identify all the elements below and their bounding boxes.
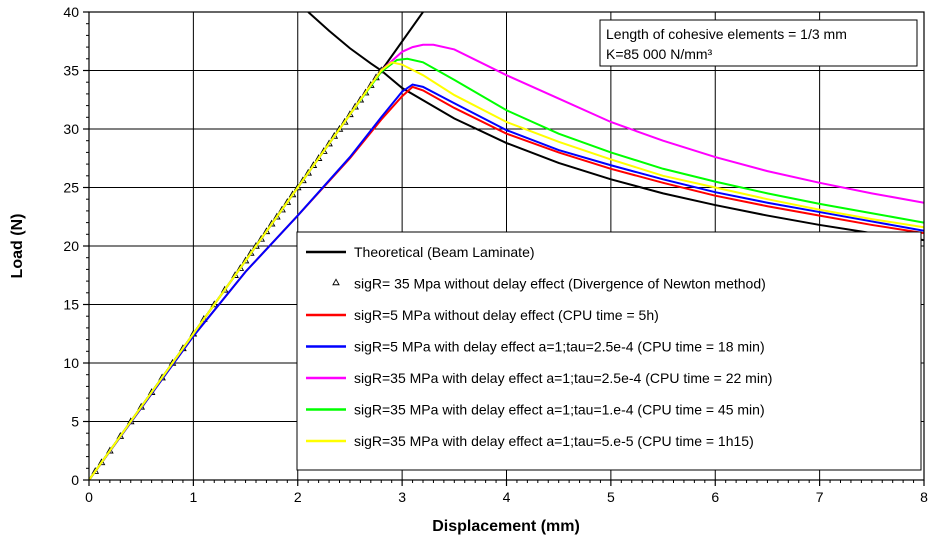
y-axis-title: Load (N): [9, 214, 26, 279]
y-tick-label-20: 20: [63, 238, 79, 254]
x-tick-label-5: 5: [607, 489, 615, 505]
annotation-line-2: K=85 000 N/mm³: [606, 46, 713, 62]
y-tick-label-0: 0: [71, 472, 79, 488]
annotation-box: Length of cohesive elements = 1/3 mm K=8…: [599, 19, 918, 67]
x-tick-label-2: 2: [294, 489, 302, 505]
series-line-0-segment-1: [307, 12, 924, 242]
legend-entry-6: sigR=35 MPa with delay effect a=1;tau=5.…: [306, 433, 754, 449]
legend-label-1: sigR= 35 Mpa without delay effect (Diver…: [354, 276, 766, 292]
x-axis-title: Displacement (mm): [432, 518, 580, 535]
legend-entry-4: sigR=35 MPa with delay effect a=1;tau=2.…: [306, 370, 772, 386]
x-tick-label-1: 1: [189, 489, 197, 505]
legend-label-5: sigR=35 MPa with delay effect a=1;tau=1.…: [354, 402, 765, 418]
axes: 0 5 10 15 20 25 30 35 40 0 1 2 3 4 5 6 7 8: [63, 4, 928, 505]
legend: Theoretical (Beam Laminate) sigR= 35 Mpa …: [296, 231, 922, 471]
legend-label-6: sigR=35 MPa with delay effect a=1;tau=5.…: [354, 433, 754, 449]
legend-label-0: Theoretical (Beam Laminate): [354, 244, 535, 260]
series-layer: [89, 12, 924, 480]
legend-entry-2: sigR=5 MPa without delay effect (CPU tim…: [306, 307, 659, 323]
legend-marker-1: [332, 278, 340, 286]
x-tick-label-8: 8: [920, 489, 928, 505]
series-line-6: [89, 61, 924, 480]
y-tick-label-15: 15: [63, 297, 79, 313]
legend-entry-5: sigR=35 MPa with delay effect a=1;tau=1.…: [306, 402, 765, 418]
series-line-3: [89, 83, 924, 480]
annotation-line-1: Length of cohesive elements = 1/3 mm: [606, 26, 847, 42]
legend-label-4: sigR=35 MPa with delay effect a=1;tau=2.…: [354, 370, 772, 386]
y-tick-label-5: 5: [71, 414, 79, 430]
y-tick-label-35: 35: [63, 63, 79, 79]
legend-label-3: sigR=5 MPa with delay effect a=1;tau=2.5…: [354, 339, 765, 355]
x-tick-label-4: 4: [503, 489, 511, 505]
y-tick-label-30: 30: [63, 121, 79, 137]
annotation-frame: [599, 19, 918, 67]
x-tick-label-6: 6: [711, 489, 719, 505]
legend-frame: [296, 231, 922, 471]
x-tick-label-0: 0: [85, 489, 93, 505]
legend-entry-1: sigR= 35 Mpa without delay effect (Diver…: [332, 276, 766, 292]
x-tick-label-3: 3: [398, 489, 406, 505]
x-tick-label-7: 7: [816, 489, 824, 505]
legend-entry-0: Theoretical (Beam Laminate): [306, 244, 535, 260]
y-tick-label-40: 40: [63, 4, 79, 20]
y-tick-label-10: 10: [63, 355, 79, 371]
legend-entry-3: sigR=5 MPa with delay effect a=1;tau=2.5…: [306, 339, 765, 355]
y-tick-label-25: 25: [63, 180, 79, 196]
legend-label-2: sigR=5 MPa without delay effect (CPU tim…: [354, 307, 659, 323]
